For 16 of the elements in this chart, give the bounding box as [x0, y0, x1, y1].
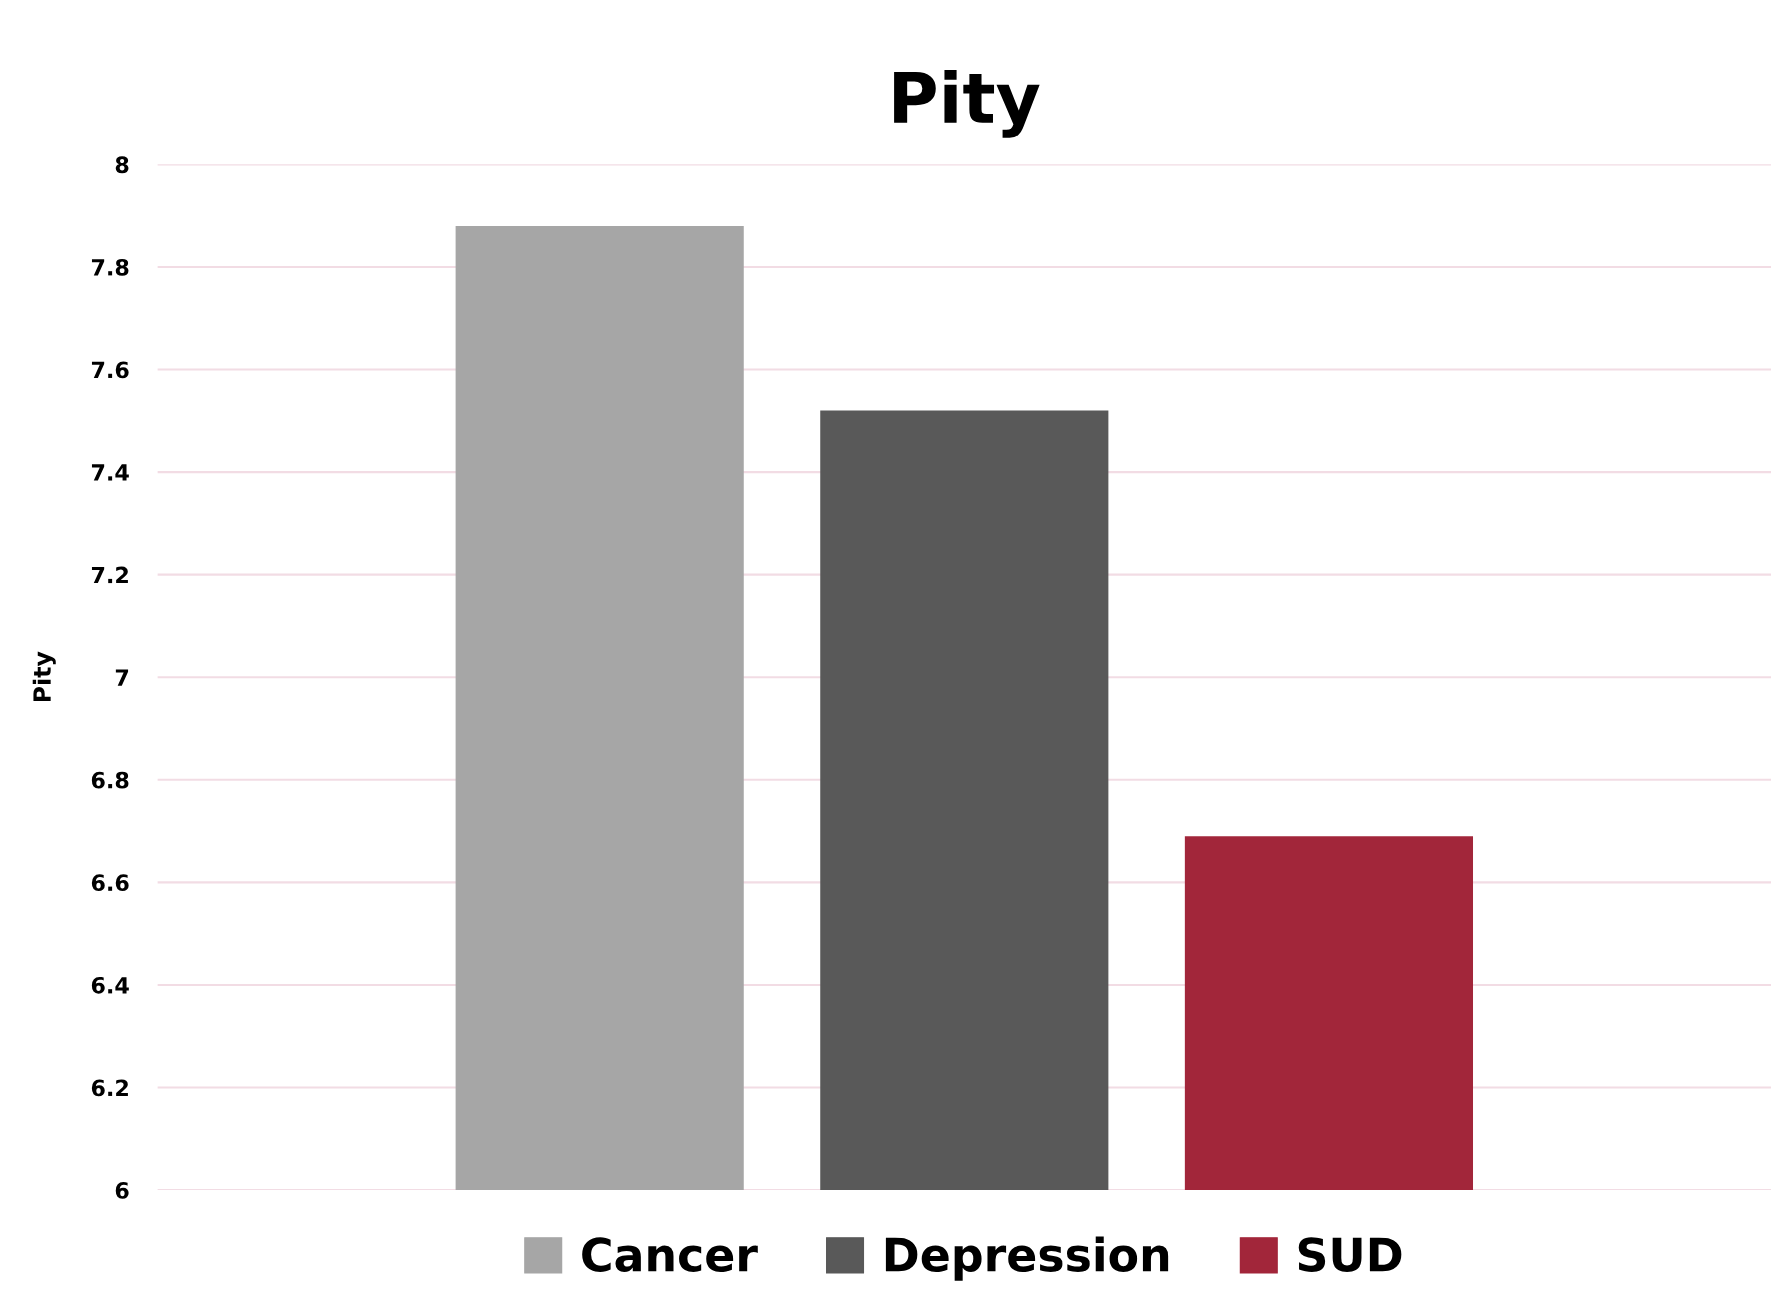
y-tick-label: 7.8	[91, 258, 129, 276]
legend-label: SUD	[1298, 1237, 1402, 1272]
y-tick-label: 7.6	[91, 361, 129, 379]
y-tick-label: 6.2	[91, 1079, 128, 1097]
legend-label: Cancer	[582, 1237, 758, 1272]
y-axis-title: Pity	[32, 651, 56, 702]
y-tick-label: 6	[115, 1182, 129, 1199]
y-tick-label: 7.4	[91, 464, 129, 481]
y-tick-label: 6.8	[91, 771, 129, 789]
y-tick-label: 8	[115, 156, 129, 174]
chart-title: Pity	[894, 69, 1040, 138]
y-tick-label: 7.2	[91, 566, 128, 584]
y-tick-label: 6.4	[91, 976, 129, 994]
y-tick-label: 6.6	[91, 874, 129, 892]
legend-label: Depression	[885, 1236, 1169, 1281]
y-tick-label: 7	[115, 669, 129, 686]
